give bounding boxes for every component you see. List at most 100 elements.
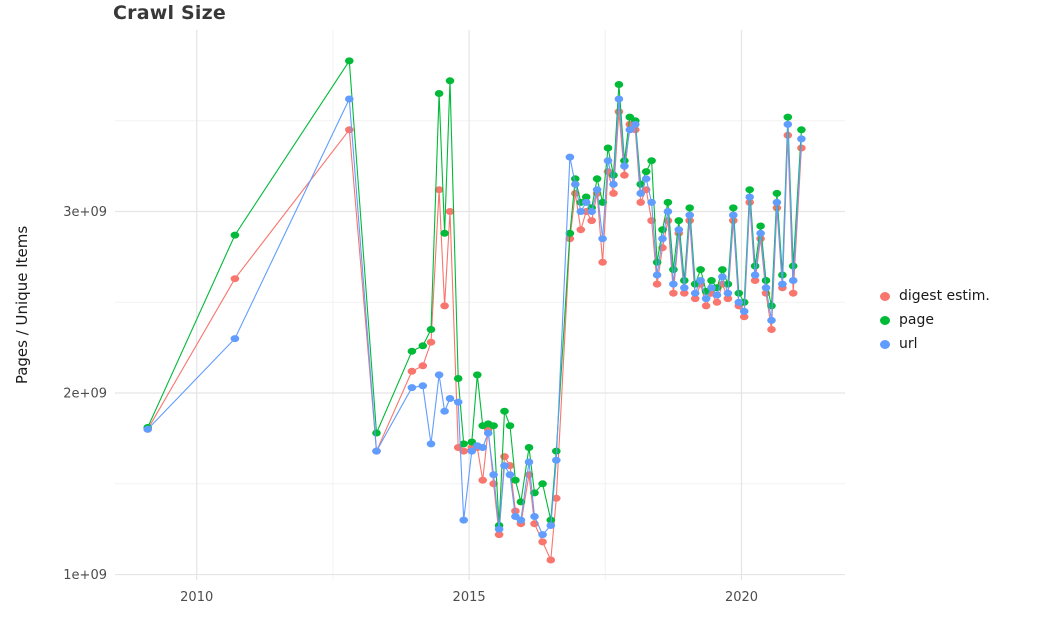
data-point-page [511, 476, 520, 484]
y-tick-label: 1e+09 [63, 568, 107, 583]
data-point-url [767, 316, 776, 324]
data-point-page [614, 81, 624, 88]
data-point-page [652, 258, 662, 266]
data-point-page [729, 204, 738, 212]
data-point-url [729, 211, 738, 219]
data-point-page [372, 429, 381, 437]
data-point-page [696, 266, 705, 274]
data-point-page [783, 113, 793, 121]
data-point-page [636, 180, 645, 188]
data-point-url [614, 95, 624, 103]
data-point-url [723, 289, 733, 297]
legend-dot-page-icon [880, 315, 890, 325]
data-point-page [473, 371, 482, 379]
data-point-url [696, 277, 705, 284]
data-point-url [459, 516, 469, 524]
data-point-url [652, 271, 662, 279]
data-point-url [690, 289, 700, 297]
data-point-digest-estim- [407, 367, 417, 375]
data-point-page [581, 193, 591, 201]
data-point-page [230, 231, 240, 239]
data-point-url [707, 284, 716, 292]
data-point-digest-estim- [609, 189, 618, 197]
data-point-digest-estim- [669, 289, 678, 297]
series-line-digest-estim- [147, 111, 802, 563]
data-point-page [603, 144, 613, 152]
data-point-url [538, 531, 547, 539]
data-point-page [734, 289, 744, 297]
data-point-page [685, 204, 694, 212]
data-point-url [778, 280, 787, 288]
data-point-digest-estim- [459, 447, 469, 455]
data-point-digest-estim- [598, 258, 607, 266]
data-point-url [524, 458, 534, 466]
data-point-page [345, 57, 354, 65]
data-point-digest-estim- [546, 556, 556, 564]
data-point-digest-estim- [788, 289, 798, 297]
data-point-url [625, 126, 635, 134]
data-point-page [434, 90, 444, 97]
data-point-url [576, 208, 586, 215]
data-point-page [489, 422, 498, 430]
data-point-url [712, 291, 722, 299]
data-point-url [669, 280, 678, 288]
data-point-digest-estim- [489, 480, 498, 488]
data-point-digest-estim- [511, 507, 520, 515]
data-point-url [530, 513, 539, 520]
data-point-url [783, 120, 793, 128]
data-point-page [772, 189, 782, 197]
data-point-url [739, 307, 749, 315]
data-point-url [587, 208, 596, 215]
data-point-page [565, 229, 575, 237]
legend-dot-url-icon [880, 339, 890, 349]
legend-item-page: page [880, 312, 990, 328]
data-point-page [440, 229, 449, 237]
data-point-url [546, 522, 556, 529]
data-point-digest-estim- [478, 476, 488, 484]
data-point-url [434, 371, 444, 379]
data-point-url [797, 135, 806, 143]
data-point-url [734, 298, 744, 306]
data-point-url [478, 444, 488, 451]
data-point-digest-estim- [723, 295, 733, 303]
data-point-url [467, 447, 477, 455]
data-point-page [418, 342, 428, 350]
data-point-page [538, 480, 547, 488]
legend-item-url: url [880, 336, 990, 352]
data-point-digest-estim- [426, 338, 436, 346]
data-point-url [440, 407, 449, 415]
data-point-page [641, 168, 651, 176]
data-point-digest-estim- [652, 280, 662, 288]
data-point-digest-estim- [767, 326, 776, 333]
data-point-digest-estim- [647, 217, 656, 225]
data-point-page [407, 347, 417, 355]
data-point-url [516, 516, 526, 524]
data-point-digest-estim- [552, 494, 561, 502]
x-tick-label: 2010 [180, 590, 213, 605]
data-point-url [494, 525, 504, 533]
data-point-page [718, 266, 727, 274]
data-point-url [761, 284, 771, 292]
data-point-page [750, 262, 760, 270]
data-point-url [658, 235, 667, 243]
chart-title: Crawl Size [113, 2, 226, 24]
y-tick-label: 3e+09 [63, 205, 107, 220]
data-point-url [581, 198, 591, 206]
data-point-url [685, 211, 694, 219]
legend-label-page: page [899, 312, 934, 328]
data-point-page [524, 444, 534, 451]
data-point-page [592, 175, 602, 183]
data-point-digest-estim- [500, 453, 509, 461]
data-point-digest-estim- [494, 531, 504, 539]
data-point-page [505, 422, 515, 430]
data-point-url [603, 157, 613, 165]
data-point-url [500, 462, 509, 470]
data-point-digest-estim- [576, 226, 586, 234]
data-point-digest-estim- [418, 362, 428, 370]
data-point-url [663, 208, 673, 215]
data-point-url [407, 384, 417, 392]
data-point-digest-estim- [538, 538, 547, 546]
data-point-page [707, 277, 716, 284]
data-point-url [647, 198, 656, 206]
